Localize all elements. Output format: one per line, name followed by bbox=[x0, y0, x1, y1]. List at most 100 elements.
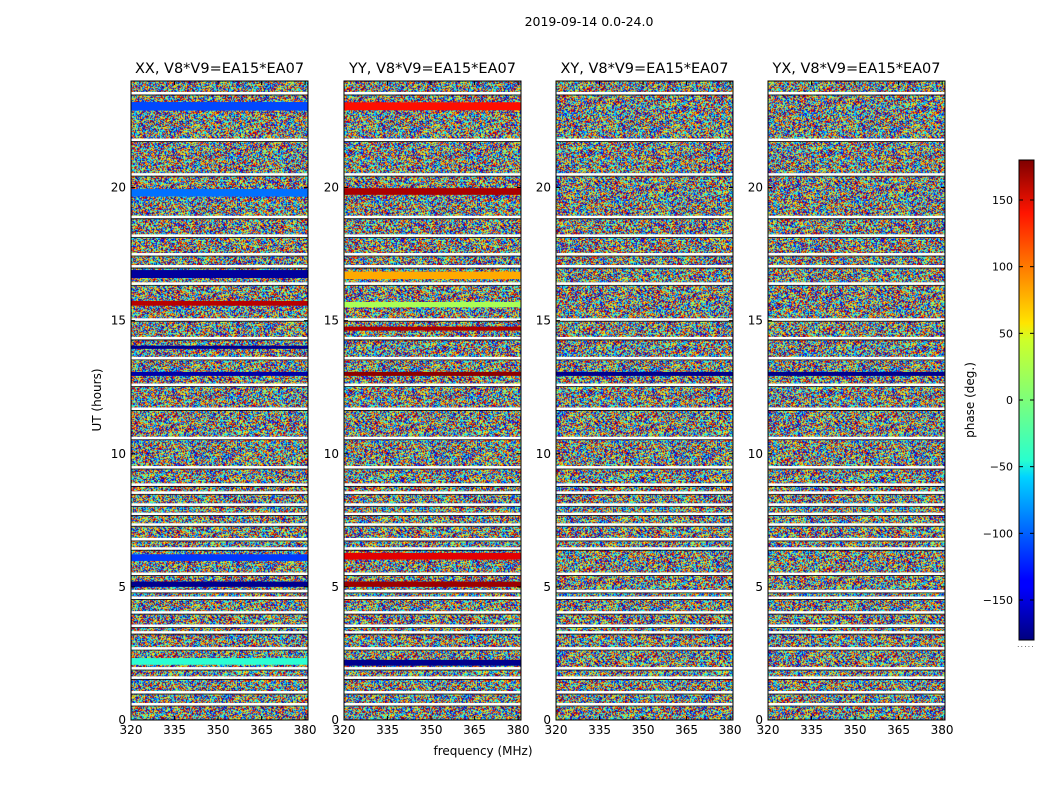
colorbar-tick-label: −50 bbox=[990, 461, 1013, 474]
y-tick-label: 5 bbox=[755, 580, 763, 594]
flag-gap bbox=[131, 691, 308, 694]
flag-gap bbox=[344, 282, 521, 285]
y-tick-label: 15 bbox=[748, 314, 763, 328]
flag-gap bbox=[556, 547, 733, 550]
phase-waterfall bbox=[768, 81, 945, 720]
x-tick-label: 365 bbox=[675, 723, 698, 737]
flag-gap bbox=[556, 173, 733, 176]
flag-gap bbox=[768, 523, 945, 526]
x-tick-label: 380 bbox=[719, 723, 742, 737]
x-tick-label: 380 bbox=[294, 723, 317, 737]
panel-frame bbox=[343, 80, 522, 721]
flag-gap bbox=[768, 356, 945, 360]
colorbar-tick-label: 100 bbox=[992, 261, 1013, 274]
x-tick-label: 320 bbox=[545, 723, 568, 737]
flag-gap bbox=[344, 215, 521, 219]
x-tick-label: 335 bbox=[800, 723, 823, 737]
flag-gap bbox=[131, 547, 308, 550]
flag-gap bbox=[344, 537, 521, 541]
phase-band bbox=[131, 345, 308, 349]
phase-waterfall bbox=[344, 81, 521, 720]
flag-gap bbox=[131, 647, 308, 650]
flag-gap bbox=[344, 589, 521, 593]
y-tick-label: 0 bbox=[118, 713, 126, 727]
panel-title: YX, V8*V9=EA15*EA07 bbox=[771, 61, 940, 77]
phase-band bbox=[131, 300, 308, 306]
y-tick-label: 0 bbox=[543, 713, 551, 727]
flag-gap bbox=[344, 624, 521, 627]
flag-gap bbox=[344, 383, 521, 387]
colorbar-tick-label: 0 bbox=[1006, 394, 1013, 407]
flag-gap bbox=[556, 631, 733, 634]
flag-gap bbox=[768, 383, 945, 387]
x-tick-label: 365 bbox=[463, 723, 486, 737]
flag-gap bbox=[344, 596, 521, 600]
phase-waterfall bbox=[556, 81, 733, 720]
x-tick-label: 350 bbox=[420, 723, 443, 737]
phase-band bbox=[556, 371, 733, 376]
flag-gap bbox=[556, 336, 733, 340]
x-tick-label: 365 bbox=[887, 723, 910, 737]
flag-gap bbox=[344, 138, 521, 142]
flag-gap bbox=[768, 215, 945, 219]
flag-gap bbox=[768, 512, 945, 516]
flag-gap bbox=[556, 703, 733, 706]
phase-band bbox=[344, 659, 521, 666]
x-tick-label: 350 bbox=[207, 723, 230, 737]
flag-gap bbox=[344, 483, 521, 486]
flag-gap bbox=[556, 282, 733, 285]
flag-gap bbox=[768, 589, 945, 593]
y-tick-label: 20 bbox=[748, 181, 763, 195]
flag-gap bbox=[131, 234, 308, 237]
suptitle: 2019-09-14 0.0-24.0 bbox=[525, 14, 654, 29]
flag-gap bbox=[768, 667, 945, 670]
panel-title: YY, V8*V9=EA15*EA07 bbox=[348, 61, 516, 77]
flag-gap bbox=[768, 265, 945, 268]
flag-gap bbox=[768, 234, 945, 237]
y-tick-label: 15 bbox=[536, 314, 551, 328]
flag-gap bbox=[344, 356, 521, 360]
flag-gap bbox=[768, 491, 945, 494]
phase-band bbox=[344, 188, 521, 195]
y-tick-label: 15 bbox=[324, 314, 339, 328]
flag-gap bbox=[344, 503, 521, 506]
y-tick-label: 5 bbox=[118, 580, 126, 594]
flag-gap bbox=[768, 676, 945, 679]
y-tick-label: 15 bbox=[111, 314, 126, 328]
x-tick-label: 320 bbox=[757, 723, 780, 737]
flag-gap bbox=[768, 596, 945, 600]
panel-1: XX, V8*V9=EA15*EA07 320 335 350 365 380 0 5 10 15… bbox=[111, 61, 317, 737]
flag-gap bbox=[131, 336, 308, 340]
x-tick-label: 335 bbox=[588, 723, 611, 737]
flag-gap bbox=[556, 523, 733, 526]
panel-frame bbox=[767, 80, 946, 721]
flag-gap bbox=[556, 318, 733, 321]
flag-gap bbox=[768, 282, 945, 285]
phase-band bbox=[131, 658, 308, 665]
colorbar-ticks: 150 100 50 0 −50 −100 −150 bbox=[983, 194, 1034, 607]
flag-gap bbox=[344, 547, 521, 550]
flag-gap bbox=[131, 503, 308, 506]
flag-gap bbox=[768, 572, 945, 576]
x-tick-label: 335 bbox=[376, 723, 399, 737]
phase-band bbox=[344, 326, 521, 331]
flag-gap bbox=[768, 647, 945, 650]
flag-gap bbox=[768, 691, 945, 694]
y-axis-label: UT (hours) bbox=[90, 368, 104, 431]
flag-gap bbox=[556, 383, 733, 387]
y-tick-label: 0 bbox=[755, 713, 763, 727]
flag-gap bbox=[344, 91, 521, 95]
phase-band bbox=[344, 271, 521, 280]
flag-gap bbox=[556, 691, 733, 694]
flag-gap bbox=[131, 91, 308, 95]
flag-gap bbox=[768, 466, 945, 469]
flag-gap bbox=[768, 703, 945, 706]
panel-2: YY, V8*V9=EA15*EA07 320 335 350 365 380 0 5 10 15… bbox=[324, 61, 530, 737]
phase-band bbox=[768, 371, 945, 376]
x-tick-label: 380 bbox=[507, 723, 530, 737]
flag-gap bbox=[768, 407, 945, 410]
colorbar: 150 100 50 0 −50 −100 −150 phase (deg.) bbox=[963, 159, 1035, 641]
flag-gap bbox=[556, 253, 733, 256]
flag-gap bbox=[131, 253, 308, 256]
panel-frame bbox=[555, 80, 734, 721]
